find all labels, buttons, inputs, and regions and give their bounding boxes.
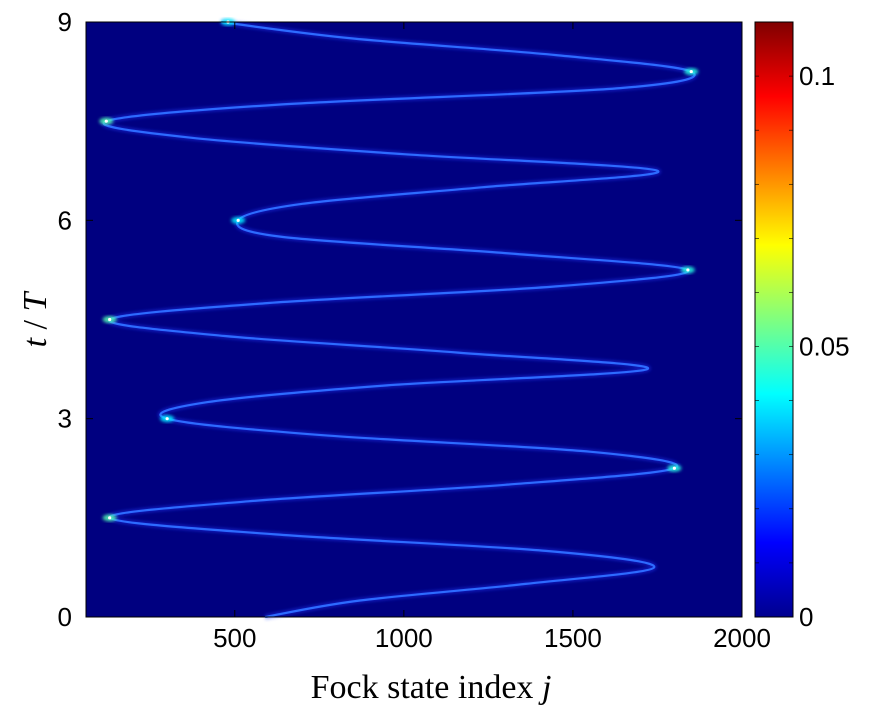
x-tick-label: 1500 xyxy=(544,623,602,653)
colorbar-tick-label: 0 xyxy=(799,602,813,632)
colorbar xyxy=(754,21,794,618)
y-axis: 0 3 6 9 xyxy=(58,7,742,632)
hot-spot-core xyxy=(165,417,169,421)
y-tick-label: 9 xyxy=(58,7,72,37)
hot-spot-core xyxy=(108,516,112,520)
hot-spot-core xyxy=(108,317,112,322)
colorbar-tick-label: 0.05 xyxy=(799,332,850,362)
colorbar-ticks: 0 0.05 0.1 xyxy=(755,21,850,632)
y-axis-label: t / T xyxy=(17,291,54,348)
y-tick-label: 6 xyxy=(58,205,72,235)
hot-spot-core xyxy=(104,119,108,123)
x-tick-label: 1000 xyxy=(375,623,433,653)
x-tick-label: 500 xyxy=(213,623,256,653)
x-axis: 500 1000 1500 2000 xyxy=(213,22,771,653)
x-axis-label: Fock state index j xyxy=(311,669,552,706)
hot-spot-core xyxy=(689,69,693,74)
plot-background xyxy=(86,22,742,617)
y-tick-label: 3 xyxy=(58,404,72,434)
plot-frame xyxy=(85,21,743,618)
x-tick-label: 2000 xyxy=(713,623,771,653)
trajectory-layer xyxy=(99,18,699,620)
colorbar-tick-label: 0.1 xyxy=(799,61,835,91)
hot-spot-core xyxy=(686,268,690,272)
hot-spot-core xyxy=(672,466,676,470)
y-tick-label: 0 xyxy=(58,602,72,632)
hot-spot-core xyxy=(236,218,240,222)
